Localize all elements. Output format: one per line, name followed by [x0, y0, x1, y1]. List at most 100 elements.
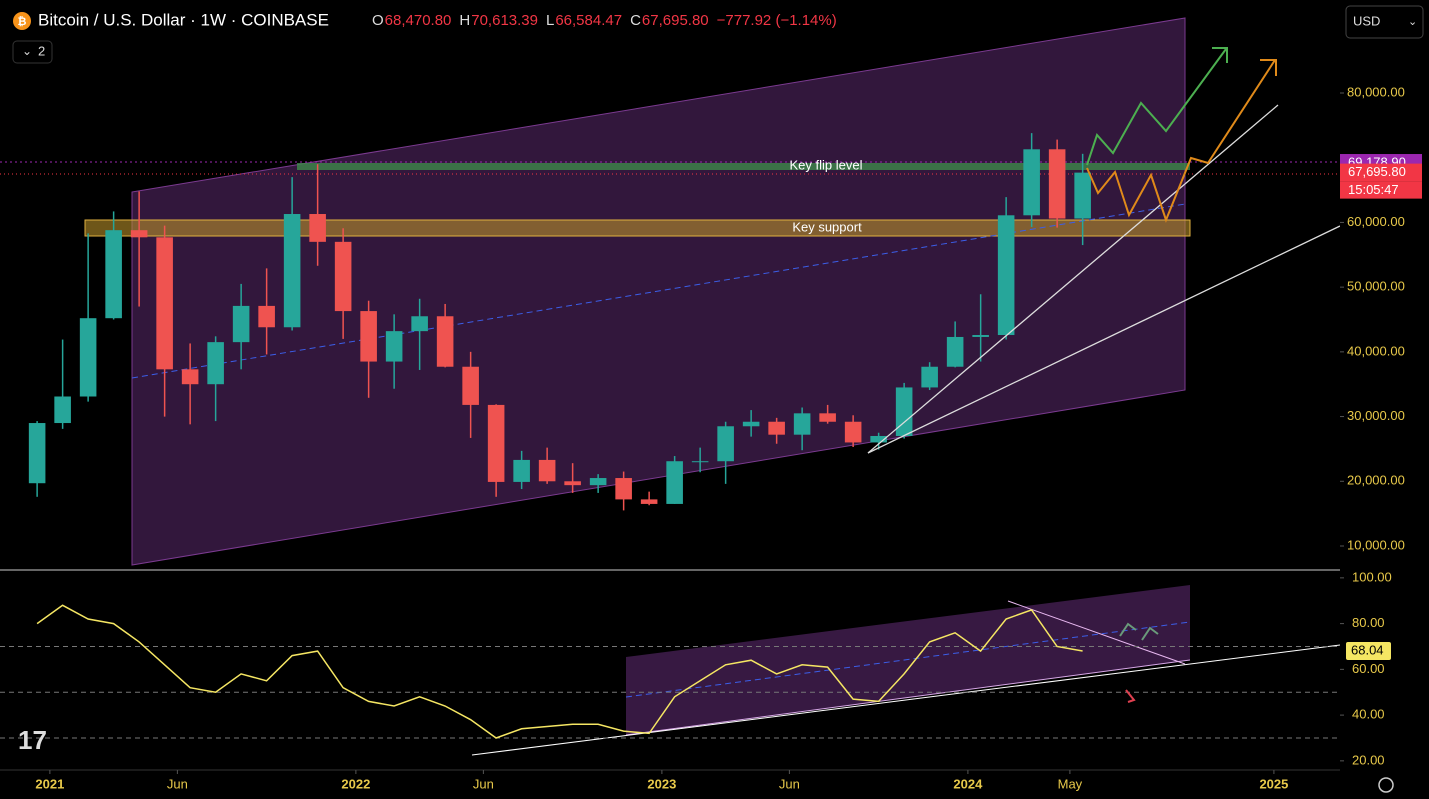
price-axis — [1340, 0, 1429, 799]
candle-body — [283, 214, 301, 328]
candle-body — [385, 331, 403, 362]
rsi-tick-label: 80.00 — [1352, 615, 1385, 630]
candle-body — [717, 426, 734, 462]
candle-body — [436, 316, 454, 367]
candle-body — [768, 421, 785, 435]
rsi-line — [36, 604, 1083, 739]
price-label-box — [1340, 163, 1422, 182]
candle-body — [742, 421, 760, 427]
candle-body — [1074, 172, 1091, 219]
candle-body — [946, 336, 964, 367]
projection-alt — [1086, 59, 1276, 223]
coin-icon — [13, 12, 31, 30]
legend-key: L — [546, 12, 554, 29]
y-tick-label: 10,000.00 — [1347, 537, 1405, 552]
candle-body — [207, 342, 224, 385]
x-tick-label: Jun — [779, 776, 800, 791]
candle-body — [844, 421, 862, 443]
candle-body — [538, 459, 556, 482]
ohlc-legend: O 68,470.80 H 70,613.39 L 66,584.47 C 67,695.80… — [372, 12, 837, 29]
candle-body — [615, 478, 632, 500]
rsi-tick-label: 60.00 — [1352, 661, 1385, 676]
y-tick-label: 80,000.00 — [1347, 84, 1405, 99]
y-tick-label: 20,000.00 — [1347, 473, 1405, 488]
arrow-icon — [1119, 622, 1137, 637]
candle-body — [513, 459, 530, 482]
legend-value: 67,695.80 — [642, 12, 709, 29]
candle-body — [334, 241, 352, 312]
annotation: Key flip level — [790, 157, 863, 172]
x-tick-label: 2022 — [341, 776, 370, 791]
candle-body — [589, 478, 607, 486]
candle-body — [105, 230, 122, 319]
candles — [28, 133, 1091, 511]
candle-body — [487, 404, 505, 482]
candle-body — [921, 366, 938, 388]
rsi-tick-label: 40.00 — [1352, 707, 1385, 722]
indicator-toggle[interactable] — [12, 40, 53, 64]
key-support-zone — [84, 219, 1191, 237]
settings-button[interactable] — [1378, 777, 1394, 793]
candle-body — [232, 305, 250, 343]
indicator-count: 2 — [38, 43, 45, 58]
candle-body — [640, 499, 658, 504]
symbol-title[interactable]: Bitcoin / U.S. Dollar · 1W · COINBASE — [38, 10, 329, 29]
countdown-box — [1340, 181, 1422, 199]
y-tick-label: 30,000.00 — [1347, 408, 1405, 423]
currency-label: USD — [1353, 13, 1380, 28]
candle-body — [1023, 149, 1040, 216]
rsi-tick-label: 100.00 — [1352, 569, 1392, 584]
arrow-head — [1212, 47, 1228, 63]
rsi-layer — [0, 604, 1340, 739]
currency-button[interactable] — [1345, 5, 1424, 39]
y-tick-label: 50,000.00 — [1347, 279, 1405, 294]
countdown: 15:05:47 — [1348, 182, 1399, 197]
candle-body — [972, 335, 989, 337]
legend-key: O — [372, 12, 384, 29]
y-tick-label: 60,000.00 — [1347, 214, 1405, 229]
x-tick-label: 2024 — [953, 776, 983, 791]
trend-line — [867, 225, 1341, 454]
rsi-value-label: 68.04 — [1351, 642, 1384, 657]
candle-body — [666, 461, 683, 504]
y-tick-label: 40,000.00 — [1347, 343, 1405, 358]
axes: 10,000.00 20,000.00 30,000.00 40,000.00 50,0… — [35, 84, 1422, 791]
candle-body — [870, 435, 887, 443]
legend-value: 66,584.47 — [555, 12, 622, 29]
rsi-trend-line — [471, 644, 1341, 756]
arrow-icon — [1125, 689, 1136, 703]
candle-body — [564, 481, 581, 486]
annotation: Key support — [792, 219, 862, 234]
legend-value: 68,470.80 — [385, 12, 452, 29]
logo: 17 — [18, 725, 47, 755]
toggle-icon: ⌄ — [22, 44, 32, 58]
rsi-trend-line — [1007, 600, 1186, 665]
dropdown-icon: ⌄ — [1408, 16, 1417, 28]
x-tick-label: 2023 — [647, 776, 676, 791]
candle-body — [156, 237, 173, 370]
candle-body — [1048, 149, 1066, 219]
x-tick-label: 2025 — [1259, 776, 1288, 791]
candle-body — [793, 413, 811, 435]
legend-key: C — [630, 12, 641, 29]
candle-body — [895, 387, 913, 436]
arrow-icon — [1141, 626, 1159, 641]
legend-key: H — [459, 12, 470, 29]
candle-body — [181, 369, 199, 385]
coin-symbol: ₿ — [18, 16, 27, 28]
x-tick-label: Jun — [167, 776, 188, 791]
rsi-channel-edge — [625, 659, 1191, 736]
key-flip-zone — [297, 163, 1190, 170]
x-tick-label: 2021 — [35, 776, 64, 791]
arrow-head — [1260, 59, 1277, 76]
candle-body — [997, 215, 1015, 336]
price-label: 67,695.80 — [1348, 164, 1406, 179]
candle-body — [462, 366, 479, 405]
rsi-tick-label: 20.00 — [1352, 752, 1385, 767]
x-tick-label: Jun — [473, 776, 494, 791]
channel-midline — [131, 203, 1186, 379]
candle-body — [130, 230, 148, 238]
legend-change: −777.92 (−1.14%) — [717, 12, 837, 29]
candle-body — [360, 311, 377, 362]
